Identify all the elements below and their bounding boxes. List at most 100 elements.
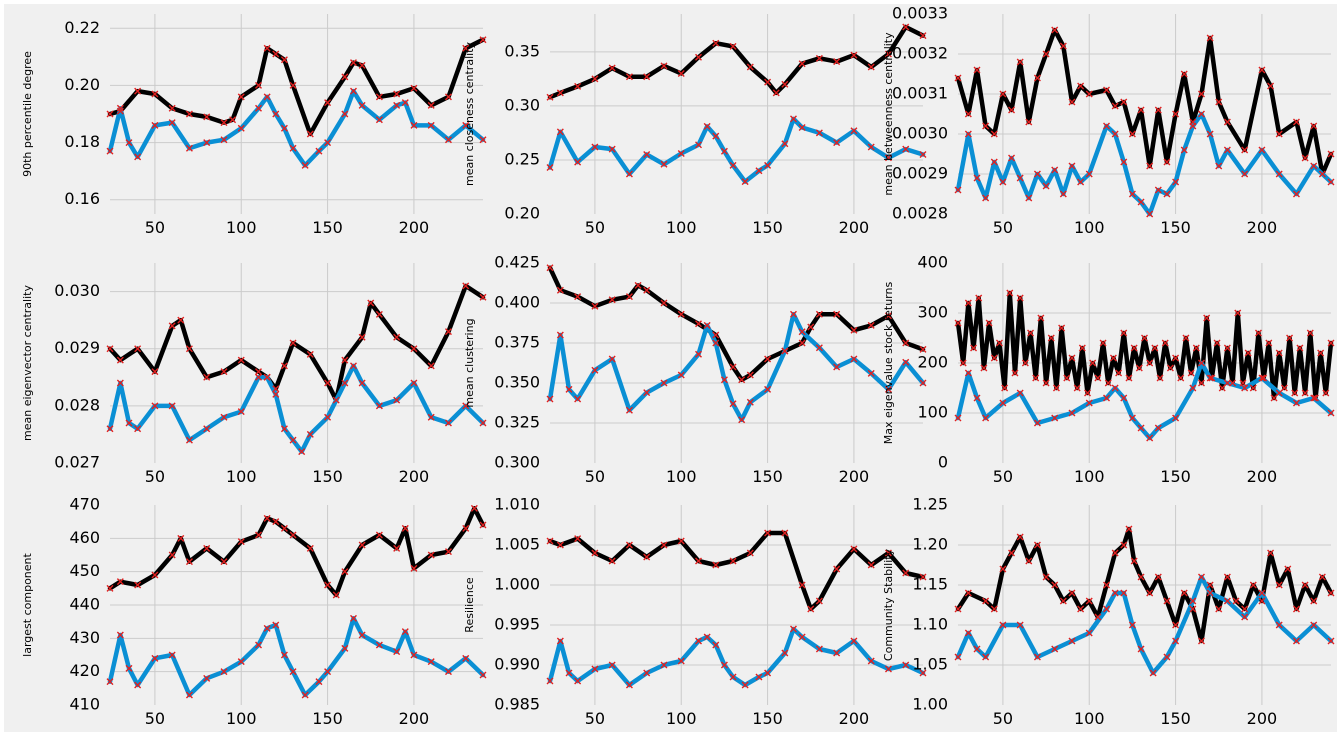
data-point-marker [1021,359,1029,367]
data-point-marker [959,359,967,367]
data-point-marker [1301,581,1309,589]
data-point-marker [764,355,772,363]
data-point-marker [1008,549,1016,557]
series-line-blue [547,626,926,688]
data-point-marker [712,39,720,47]
series-group [954,289,1335,442]
y-axis-label: Community Stability [882,548,895,661]
data-point-marker [358,101,366,109]
data-point-marker [306,130,314,138]
data-point-marker [1137,198,1145,206]
data-point-marker [427,551,435,559]
data-point-marker [1103,605,1111,613]
data-point-marker [1120,541,1128,549]
data-point-marker [625,293,633,301]
data-point-marker [1327,339,1335,347]
data-point-marker [1103,394,1111,402]
data-point-marker [301,691,309,699]
data-point-marker [1244,349,1252,357]
data-point-marker [1223,573,1231,581]
data-point-marker [106,147,114,155]
data-point-marker [462,402,470,410]
data-point-marker [546,93,554,101]
data-point-marker [1254,329,1262,337]
data-point-marker [410,84,418,92]
data-point-marker [479,671,487,679]
data-point-marker [902,339,910,347]
data-point-marker [1033,170,1041,178]
data-point-marker [833,58,841,66]
data-point-marker [884,312,892,320]
data-point-marker [729,363,737,371]
series-group [954,26,1335,218]
data-point-marker [462,524,470,532]
data-point-marker [954,74,962,82]
y-tick-label: 440 [69,595,100,614]
data-point-marker [556,541,564,549]
data-point-marker [1128,190,1136,198]
data-point-marker [1033,541,1041,549]
data-point-marker [660,541,668,549]
data-point-marker [741,178,749,186]
data-point-marker [1163,653,1171,661]
data-point-marker [177,534,185,542]
data-point-marker [1042,573,1050,581]
data-point-marker [1128,130,1136,138]
data-point-marker [1068,637,1076,645]
data-point-marker [116,578,124,586]
data-point-marker [280,362,288,370]
data-point-marker [1141,334,1148,342]
y-tick-label: 420 [69,661,100,680]
data-point-marker [280,651,288,659]
data-point-marker [1258,374,1266,382]
data-point-marker [1037,314,1045,322]
data-point-marker [1125,374,1133,382]
data-point-marker [798,339,806,347]
data-point-marker [729,400,737,408]
data-point-marker [608,661,616,669]
data-point-marker [1016,389,1024,397]
data-point-marker [625,406,633,414]
data-point-marker [1189,597,1197,605]
data-point-marker [902,569,910,577]
data-point-marker [1213,339,1221,347]
x-tick-label: 150 [1160,218,1191,237]
y-tick-label: 1.010 [494,495,540,514]
data-point-marker [1197,573,1205,581]
data-point-marker [1103,581,1111,589]
data-point-marker [1033,74,1041,82]
data-point-marker [1310,597,1318,605]
data-point-marker [625,170,633,178]
data-point-marker [729,161,737,169]
data-point-marker [125,664,133,672]
subplot-2: 0.20 0.25 0.30 0.35 50 100 150 200 mean closenes… [463,14,927,237]
data-point-marker [1180,146,1188,154]
data-point-marker [263,44,271,52]
data-point-marker [703,321,711,329]
data-point-marker [695,350,703,358]
data-point-marker [1197,110,1205,118]
data-point-marker [1068,409,1076,417]
y-tick-label: 0.16 [64,189,100,208]
data-point-marker [833,565,841,573]
data-point-marker [643,286,651,294]
data-point-marker [608,145,616,153]
data-point-marker [410,564,418,572]
data-point-marker [479,521,487,529]
data-point-marker [401,524,409,532]
data-point-marker [301,161,309,169]
data-point-marker [1016,294,1024,302]
data-point-marker [1137,645,1145,653]
series-group [106,282,487,456]
data-point-marker [1258,589,1266,597]
y-tick-label: 0.990 [494,655,540,674]
data-point-marker [263,93,271,101]
y-tick-label: 0.18 [64,132,100,151]
data-point-marker [990,605,998,613]
data-point-marker [807,323,815,331]
x-tick-label: 200 [399,467,430,486]
data-point-marker [1025,194,1033,202]
data-point-marker [1059,42,1067,50]
data-point-marker [608,296,616,304]
data-point-marker [591,302,599,310]
